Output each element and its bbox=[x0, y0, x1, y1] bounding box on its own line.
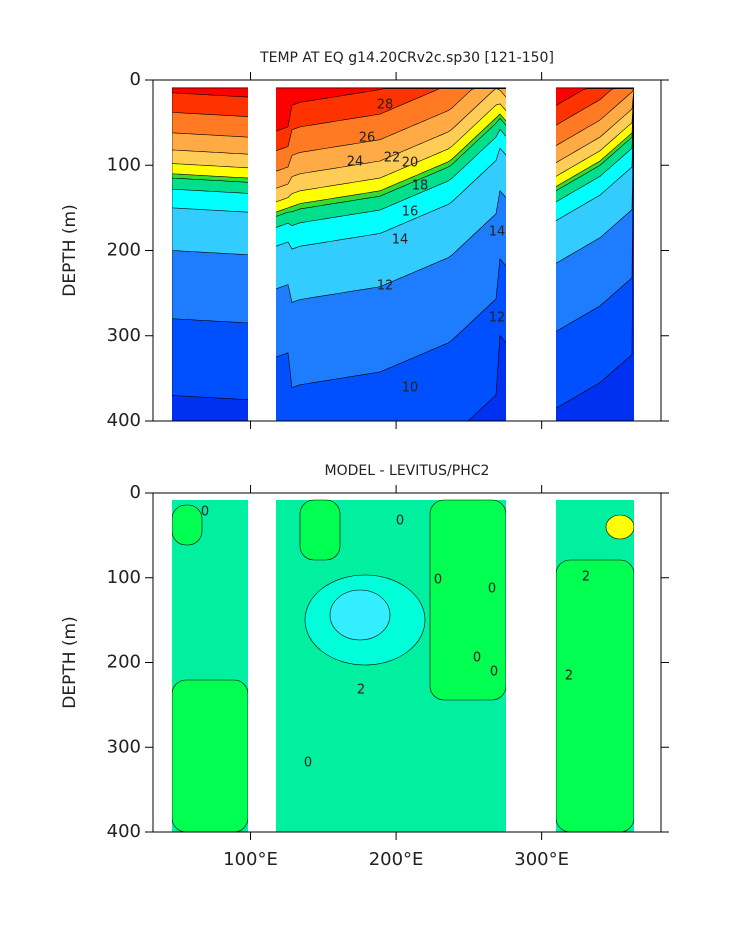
field-band bbox=[171, 504, 203, 546]
contour-label: 26 bbox=[359, 131, 376, 146]
contour-label: 2 bbox=[357, 683, 365, 698]
panel-title: MODEL - LEVITUS/PHC2 bbox=[325, 463, 490, 479]
contour-label: 14 bbox=[392, 233, 409, 248]
y-tick-label: 200 bbox=[107, 652, 141, 673]
contour-label: 0 bbox=[488, 582, 496, 597]
contour-label: 0 bbox=[396, 514, 404, 529]
contour-label: 18 bbox=[412, 179, 429, 194]
land-mask bbox=[153, 80, 172, 421]
contour-label: 24 bbox=[347, 155, 364, 170]
land-mask bbox=[153, 493, 172, 832]
contour-label: 0 bbox=[473, 651, 481, 666]
field-band bbox=[171, 87, 635, 132]
contour-label: 0 bbox=[201, 505, 209, 520]
land-mask bbox=[634, 80, 661, 421]
land-mask bbox=[506, 493, 556, 832]
x-tick-label: 300°E bbox=[514, 849, 569, 870]
y-tick-label: 100 bbox=[107, 154, 141, 175]
contour-label: 12 bbox=[377, 279, 394, 294]
contour-label: 0 bbox=[304, 756, 312, 771]
contour-label: 20 bbox=[402, 156, 419, 171]
y-axis-label: DEPTH (m) bbox=[60, 616, 80, 708]
y-tick-label: 400 bbox=[107, 821, 141, 842]
contour-label: 2 bbox=[565, 669, 573, 684]
field-band bbox=[555, 559, 635, 833]
contour-label: 12 bbox=[489, 311, 506, 326]
y-tick-label: 200 bbox=[107, 240, 141, 261]
y-tick-label: 400 bbox=[107, 410, 141, 431]
contour-label: 10 bbox=[402, 381, 419, 396]
x-tick-label: 100°E bbox=[223, 849, 278, 870]
contour-label: 0 bbox=[490, 665, 498, 680]
field-band bbox=[299, 499, 341, 561]
land-mask bbox=[506, 80, 556, 421]
contour-label: 0 bbox=[434, 573, 442, 588]
field-band bbox=[329, 589, 391, 641]
land-mask bbox=[248, 493, 276, 832]
field-band bbox=[171, 679, 249, 833]
y-tick-label: 0 bbox=[130, 482, 141, 503]
contour-label: 28 bbox=[377, 98, 394, 113]
contour-label: 14 bbox=[489, 225, 506, 240]
land-mask bbox=[248, 80, 276, 421]
y-tick-label: 300 bbox=[107, 736, 141, 757]
y-tick-label: 300 bbox=[107, 325, 141, 346]
y-tick-label: 0 bbox=[130, 69, 141, 90]
x-tick-label: 200°E bbox=[369, 849, 424, 870]
y-tick-label: 100 bbox=[107, 567, 141, 588]
field-band bbox=[605, 514, 635, 540]
contour-label: 22 bbox=[384, 151, 401, 166]
panel-title: TEMP AT EQ g14.20CRv2c.sp30 [121-150] bbox=[259, 50, 554, 66]
y-axis-label: DEPTH (m) bbox=[60, 204, 80, 296]
contour-label: 16 bbox=[402, 205, 419, 220]
contour-label: 2 bbox=[582, 570, 590, 585]
land-mask bbox=[634, 493, 661, 832]
